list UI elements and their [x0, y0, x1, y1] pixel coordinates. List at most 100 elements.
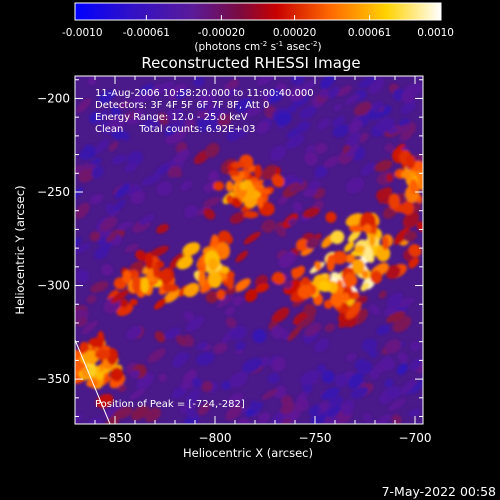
heatmap-cell	[292, 201, 303, 213]
heatmap-cell	[166, 109, 179, 123]
heatmap-cell	[182, 242, 201, 256]
heatmap-cell	[371, 101, 384, 113]
heatmap-cell	[104, 405, 124, 418]
heatmap-bright-cell	[88, 337, 105, 348]
heatmap-cell	[320, 76, 336, 89]
heatmap-cell	[283, 280, 293, 290]
plot-area: −850 −800 −750 −700 −200 −250 −300 −350	[37, 75, 436, 445]
heatmap-cell	[321, 387, 340, 400]
heatmap-cell	[106, 230, 118, 243]
heatmap-cell	[304, 322, 322, 337]
heatmap-cell	[328, 86, 340, 99]
heatmap-cell	[117, 384, 127, 393]
heatmap-bright-cell	[297, 284, 313, 299]
heatmap-cell	[197, 402, 211, 416]
heatmap-cell	[304, 152, 318, 166]
heatmap-cell	[84, 144, 95, 155]
heatmap-cell	[234, 278, 251, 292]
heatmap-cell	[75, 187, 83, 203]
heatmap-cell	[300, 246, 314, 256]
heatmap-cell	[114, 183, 131, 199]
heatmap-cell	[229, 325, 247, 341]
heatmap-bright-cell	[220, 266, 230, 275]
y-tick-label: −200	[37, 91, 70, 105]
heatmap-cell	[326, 405, 341, 418]
chart-title: Reconstructed RHESSI Image	[141, 54, 360, 72]
heatmap-cell	[319, 401, 330, 411]
heatmap-cell	[331, 116, 345, 127]
heatmap-cell	[76, 98, 91, 113]
heatmap-cell	[243, 231, 261, 245]
heatmap-cell	[346, 144, 359, 158]
heatmap-bright-cell	[345, 253, 356, 264]
heatmap-bright-cell	[430, 184, 436, 195]
annotation-clean-counts: Clean Total counts: 6.92E+03	[95, 124, 255, 135]
heatmap-cell	[217, 113, 232, 127]
heatmap-cell	[87, 76, 97, 86]
heatmap-cell	[325, 211, 337, 223]
heatmap-cell	[288, 104, 297, 113]
heatmap-cell	[271, 325, 285, 339]
colorbar-tick-label: 0.0010	[417, 27, 454, 39]
heatmap-cell	[169, 253, 184, 270]
heatmap-cell	[225, 317, 237, 328]
heatmap-cell	[111, 154, 127, 165]
heatmap-cell	[116, 221, 133, 231]
limb-line	[75, 339, 111, 424]
heatmap-cell	[346, 131, 361, 148]
heatmap-cell	[91, 165, 104, 179]
heatmap-bright-cell	[354, 245, 366, 254]
heatmap-cell	[369, 77, 385, 94]
heatmap-cell	[384, 339, 402, 354]
colorbar-unit-label: (photons cm-2 s-1 asec-2)	[194, 40, 321, 53]
heatmap-bright-cell	[370, 270, 383, 284]
plot-frame	[74, 75, 424, 425]
heatmap-cell	[296, 120, 311, 133]
colorbar-tick-label: 0.00020	[273, 27, 316, 39]
heatmap-cell	[314, 338, 329, 352]
heatmap-cell	[384, 304, 398, 316]
heatmap-cell	[226, 128, 241, 142]
heatmap-cell	[262, 90, 271, 100]
heatmap-cell	[357, 360, 373, 375]
heatmap-cell	[340, 402, 353, 416]
heatmap-bright-cell	[216, 289, 226, 301]
heatmap-cell	[271, 174, 285, 188]
heatmap-cell	[374, 160, 393, 172]
heatmap-cell	[306, 237, 320, 250]
heatmap-cell	[302, 207, 320, 218]
heatmap-cell	[175, 88, 189, 100]
heatmap-cell	[257, 76, 274, 86]
heatmap-cell	[201, 381, 214, 392]
heatmap-cell	[369, 304, 380, 315]
heatmap-cell	[332, 124, 350, 138]
heatmap-bright-cell	[96, 371, 105, 380]
colorbar-tick-label: -0.0010	[62, 27, 103, 39]
heatmap-cell	[387, 292, 403, 308]
heatmap-cell	[360, 162, 376, 176]
x-axis-label: Heliocentric X (arcsec)	[183, 446, 313, 460]
heatmap-cell	[361, 338, 378, 352]
heatmap-bright-cell	[400, 170, 411, 179]
x-tick-label: −850	[99, 431, 132, 445]
heatmap-cell	[229, 371, 248, 388]
heatmap-cell	[225, 88, 238, 97]
heatmap-bright-cell	[140, 277, 149, 294]
heatmap-bright-cell	[160, 268, 171, 286]
colorbar-ticks: -0.0010 -0.00061 -0.00020 0.00020 0.00061 0.0…	[62, 15, 454, 39]
heatmap-cell	[271, 307, 290, 323]
heatmap-cell	[287, 218, 297, 226]
annotation-energy-range: Energy Range: 12.0 - 25.0 keV	[95, 112, 248, 123]
heatmap-cell	[398, 297, 415, 308]
x-tick-label: −800	[199, 431, 232, 445]
heatmap-cell	[213, 342, 228, 354]
heatmap-cell	[198, 89, 216, 105]
heatmap-cell	[156, 181, 172, 196]
heatmap-cell	[235, 250, 249, 263]
heatmap-cell	[205, 290, 219, 304]
heatmap-cell	[184, 205, 198, 218]
heatmap-cell	[287, 325, 302, 342]
heatmap-cell	[75, 243, 91, 255]
heatmap-cell	[130, 405, 149, 421]
heatmap-cell	[94, 138, 110, 154]
